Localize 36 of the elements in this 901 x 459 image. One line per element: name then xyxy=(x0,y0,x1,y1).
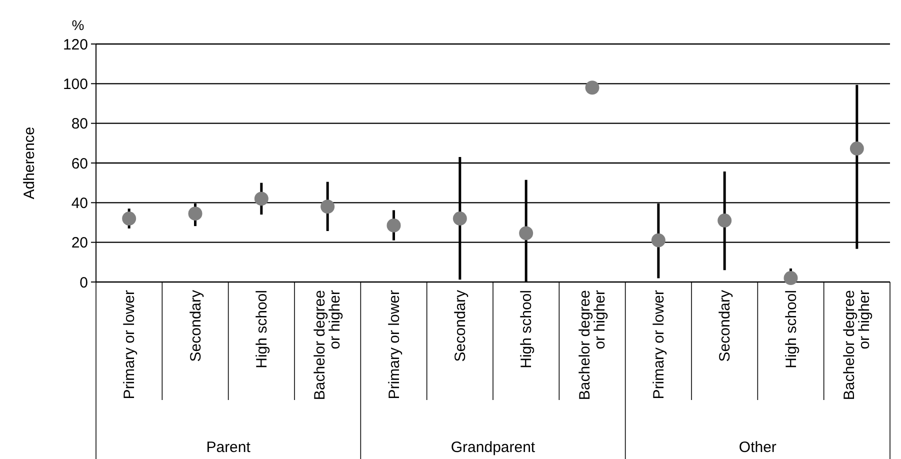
x-tick-label: Primary or lower xyxy=(650,290,668,400)
x-tick-label: High school xyxy=(782,290,800,368)
text: Grandparent xyxy=(450,439,536,456)
point xyxy=(850,142,864,156)
point xyxy=(784,271,798,286)
text: Other xyxy=(738,439,776,456)
x-tick-label: Secondary xyxy=(187,290,204,362)
point xyxy=(718,214,732,228)
y-tick-label: 20 xyxy=(71,234,88,252)
text: % xyxy=(72,17,84,33)
x-tick-label: Bachelor degree or higher xyxy=(312,290,344,400)
text: Parent xyxy=(206,439,252,456)
point xyxy=(254,192,268,206)
point xyxy=(188,206,202,221)
y-tick-label: 120 xyxy=(62,36,88,54)
point xyxy=(320,200,335,214)
y-tick-label: 60 xyxy=(71,155,88,172)
y-tick-label: 80 xyxy=(71,116,88,133)
y-tick-label: 0 xyxy=(80,274,88,292)
x-tick-label: Secondary xyxy=(716,290,734,362)
x-tick-label: Bachelor degree or higher xyxy=(576,290,608,400)
point xyxy=(651,233,666,248)
point xyxy=(122,212,136,226)
point xyxy=(585,80,600,95)
x-tick-label: Secondary xyxy=(452,290,469,362)
x-tick-label: Primary or lower xyxy=(121,290,138,400)
y-tick-label: 40 xyxy=(71,194,88,212)
point xyxy=(452,212,467,226)
x-tick-label: High school xyxy=(518,290,536,368)
x-tick-label: Primary or lower xyxy=(386,290,403,400)
point xyxy=(519,226,534,240)
y-axis-title: Adherence xyxy=(21,126,38,200)
point xyxy=(386,218,401,232)
x-tick-label: High school xyxy=(253,290,270,368)
x-tick-label: Bachelor degree or higher xyxy=(840,290,873,400)
y-tick-label: 100 xyxy=(62,76,88,93)
